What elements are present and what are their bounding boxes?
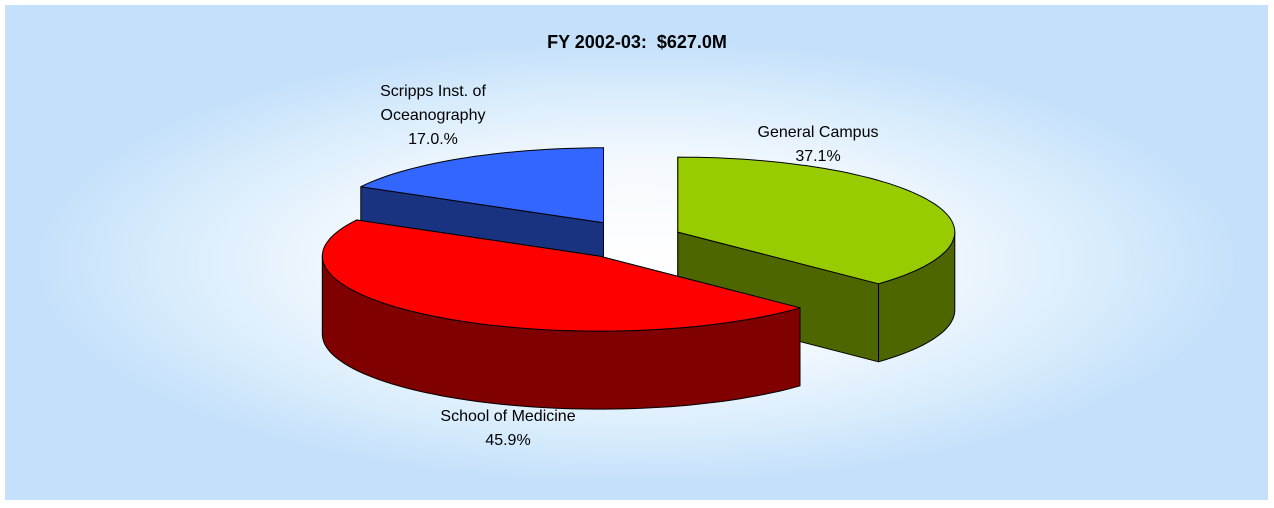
slice <box>360 147 604 224</box>
value-label: 37.1% <box>795 148 841 165</box>
category-label: Scripps Inst. of Oceanography <box>380 83 486 124</box>
value-label: 17.0.% <box>408 131 458 148</box>
slice <box>321 219 801 332</box>
slice-label: General Campus 37.1% <box>733 121 903 169</box>
category-label: School of Medicine <box>440 408 576 425</box>
slice <box>677 156 956 285</box>
value-label: 45.9% <box>485 432 531 449</box>
chart-title: FY 2002-03: $627.0M <box>547 32 727 52</box>
chart-frame <box>5 5 1268 500</box>
slice-label: Scripps Inst. of Oceanography 17.0.% <box>358 80 508 152</box>
slice-label: School of Medicine 45.9% <box>413 405 603 453</box>
category-label: General Campus <box>757 124 879 141</box>
